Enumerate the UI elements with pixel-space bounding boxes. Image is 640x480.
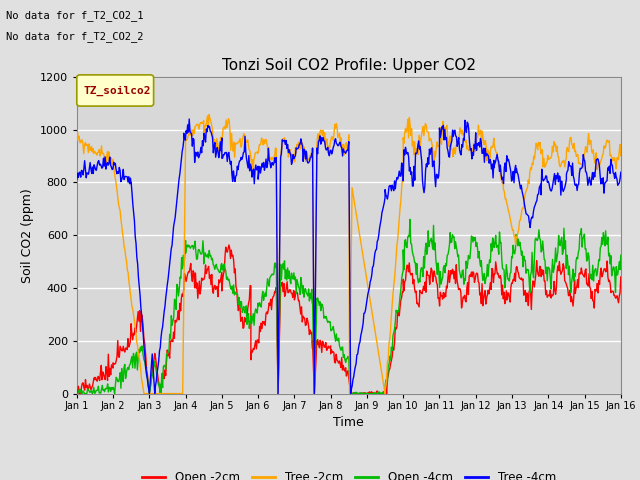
X-axis label: Time: Time [333,416,364,429]
Text: TZ_soilco2: TZ_soilco2 [83,85,150,96]
Y-axis label: Soil CO2 (ppm): Soil CO2 (ppm) [21,188,34,283]
Legend: Open -2cm, Tree -2cm, Open -4cm, Tree -4cm: Open -2cm, Tree -2cm, Open -4cm, Tree -4… [137,467,561,480]
Title: Tonzi Soil CO2 Profile: Upper CO2: Tonzi Soil CO2 Profile: Upper CO2 [222,58,476,73]
Text: No data for f_T2_CO2_1: No data for f_T2_CO2_1 [6,10,144,21]
Text: No data for f_T2_CO2_2: No data for f_T2_CO2_2 [6,31,144,42]
